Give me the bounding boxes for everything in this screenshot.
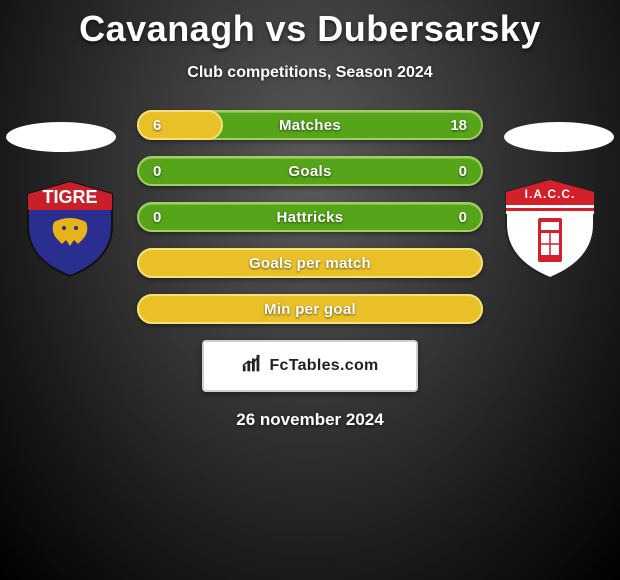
stat-value-right: 0 (459, 163, 467, 180)
stat-bar: 6 18 Matches (137, 110, 483, 140)
stat-bar: Min per goal (137, 294, 483, 324)
player-silhouette-left (6, 122, 116, 152)
page-title: Cavanagh vs Dubersarsky (0, 0, 620, 50)
chart-icon (241, 353, 263, 380)
stat-label: Hattricks (277, 209, 344, 226)
stat-value-left: 6 (153, 117, 161, 134)
stat-bar-fill-left (137, 110, 223, 140)
stat-label: Goals (288, 163, 331, 180)
stat-bar: 0 0 Hattricks (137, 202, 483, 232)
brand-text: FcTables.com (269, 357, 378, 375)
stat-bar: 0 0 Goals (137, 156, 483, 186)
stat-value-left: 0 (153, 163, 161, 180)
stat-label: Min per goal (264, 301, 356, 318)
stat-value-left: 0 (153, 209, 161, 226)
brand-box[interactable]: FcTables.com (202, 340, 418, 392)
svg-text:TIGRE: TIGRE (42, 187, 97, 207)
stat-label: Matches (279, 117, 341, 134)
stat-value-right: 18 (450, 117, 467, 134)
stat-label: Goals per match (249, 255, 371, 272)
date-label: 26 november 2024 (0, 410, 620, 430)
club-badge-right: I.A.C.C. (500, 178, 600, 278)
player-silhouette-right (504, 122, 614, 152)
stat-bar: Goals per match (137, 248, 483, 278)
stat-value-right: 0 (459, 209, 467, 226)
subtitle: Club competitions, Season 2024 (0, 64, 620, 82)
svg-text:I.A.C.C.: I.A.C.C. (525, 187, 576, 201)
stats-bars: 6 18 Matches 0 0 Goals 0 0 Hattricks Goals per ma… (137, 110, 483, 324)
club-badge-left: TIGRE (20, 178, 120, 278)
